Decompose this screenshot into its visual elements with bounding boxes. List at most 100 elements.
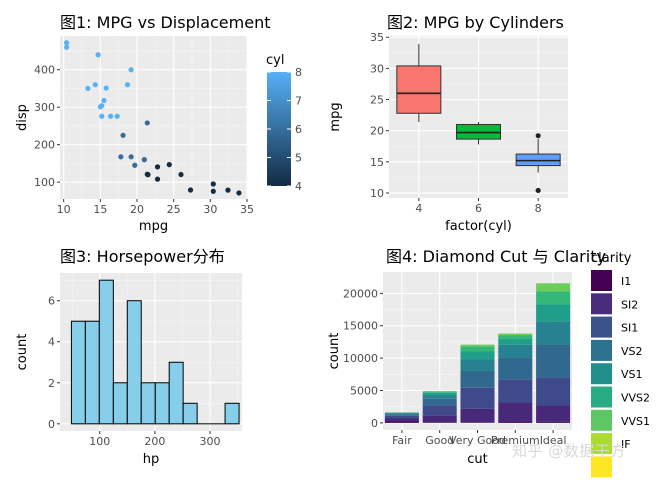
- chart4-y-tick-label: 5000: [350, 385, 378, 398]
- chart4-bar-segment: [384, 415, 419, 419]
- chart4-legend-key: [591, 293, 612, 315]
- chart3-x-tick-label: 100: [89, 435, 110, 448]
- chart1-x-tick-label: 25: [167, 203, 181, 216]
- chart2-outlier: [535, 188, 541, 194]
- chart4-x-tick-label: Fair: [392, 434, 412, 447]
- chart4-bar-segment: [536, 405, 571, 422]
- chart4-bar-segment: [498, 344, 533, 358]
- chart4-legend-label: SI1: [621, 322, 638, 335]
- chart2-y-tick-label: 30: [370, 62, 384, 75]
- chart4-legend-key: [591, 339, 612, 361]
- chart4-legend-label: IF: [621, 438, 631, 451]
- chart1-x-tick-label: 30: [203, 203, 217, 216]
- chart1-legend-label: 8: [295, 66, 302, 79]
- chart3-bar: [154, 382, 170, 425]
- chart4-x-axis-label: cut: [467, 452, 487, 467]
- chart3-title: 图3: Horsepower分布: [60, 247, 225, 266]
- chart4-bar-segment: [384, 421, 419, 423]
- chart2-y-axis-label: mpg: [328, 102, 343, 131]
- chart2-x-tick-label: 8: [535, 202, 542, 215]
- chart1-point: [97, 104, 103, 110]
- chart4-legend-key: [591, 270, 612, 291]
- chart3-bar: [224, 402, 240, 425]
- chart1-y-axis-label: disp: [15, 104, 30, 131]
- chart4-bar-segment: [384, 414, 419, 416]
- chart4-legend-label: I1: [621, 275, 631, 288]
- chart4-bar-segment: [498, 339, 533, 345]
- chart4-bar-segment: [460, 346, 495, 352]
- chart4-legend-label: VS1: [621, 368, 643, 381]
- chart1-x-tick-label: 10: [57, 203, 71, 216]
- chart4-bar-segment: [498, 421, 533, 423]
- chart1-point: [95, 52, 101, 58]
- chart4-x-tick-label: Good: [425, 434, 454, 447]
- chart3-bar: [112, 382, 128, 425]
- chart2-y-tick-label: 20: [370, 125, 384, 138]
- chart1-x-axis-label: mpg: [139, 219, 168, 234]
- chart4-bar-segment: [536, 283, 571, 292]
- chart3-bar: [84, 320, 100, 425]
- chart3-y-tick-label: 0: [48, 418, 55, 431]
- chart4-legend-label: SI2: [621, 298, 638, 311]
- chart2-box: [396, 65, 442, 114]
- chart1-y-tick-label: 400: [34, 64, 55, 77]
- chart4-bar-segment: [460, 408, 495, 423]
- chart3-y-axis-label: count: [15, 334, 30, 371]
- chart1-point: [124, 82, 131, 88]
- chart4-bar-segment: [460, 422, 495, 423]
- chart1-point: [99, 113, 105, 119]
- chart1-point: [132, 162, 138, 168]
- chart1-title: 图1: MPG vs Displacement: [60, 13, 270, 32]
- chart1-point: [141, 157, 147, 163]
- chart4-bar-segment: [460, 344, 495, 347]
- chart4-bar-segment: [422, 391, 457, 393]
- chart4-bar-segment: [422, 405, 457, 416]
- chart3-y-tick-label: 4: [48, 336, 55, 349]
- chart1-x-tick-label: 35: [240, 203, 254, 216]
- chart1-point: [92, 82, 98, 88]
- chart1-y-tick-label: 200: [34, 139, 55, 152]
- chart2-outlier: [535, 133, 541, 139]
- chart4-x-tick-label: Premium: [491, 434, 540, 447]
- chart1-point: [128, 67, 134, 73]
- chart4-x-tick-label: Ideal: [540, 434, 567, 447]
- chart4-bar-segment: [422, 422, 457, 423]
- chart1-legend-label: 6: [295, 123, 302, 136]
- chart3-x-tick-label: 200: [144, 435, 165, 448]
- chart1-legend-label: 5: [295, 152, 302, 165]
- chart4-legend-key: [591, 316, 612, 338]
- chart4-bar-segment: [422, 394, 457, 399]
- chart1-point: [154, 164, 161, 170]
- chart1-x-tick-label: 15: [93, 203, 107, 216]
- chart4-bar-segment: [422, 415, 457, 423]
- chart4-legend-title: clarity: [591, 251, 632, 266]
- watermark: 知乎 @数据干方: [512, 442, 626, 460]
- chart2-y-tick-label: 25: [370, 94, 384, 107]
- chart3-bar: [182, 402, 198, 425]
- chart4-bar-segment: [422, 398, 457, 406]
- chart1-point: [114, 113, 120, 119]
- chart4-legend-label: VVS2: [621, 392, 650, 405]
- chart1-legend-label: 4: [295, 180, 302, 193]
- chart1-point: [144, 120, 150, 126]
- chart4-bar-segment: [536, 421, 571, 423]
- chart4-title: 图4: Diamond Cut 与 Clarity: [386, 247, 606, 266]
- chart3-y-tick-label: 2: [48, 377, 55, 390]
- chart4-y-tick-label: 15000: [343, 320, 378, 333]
- chart4-legend-key: [591, 409, 612, 431]
- chart4-bar-segment: [498, 357, 533, 380]
- chart1-point: [85, 85, 91, 92]
- chart4-y-axis-label: count: [327, 333, 342, 370]
- chart4-legend-label: VS2: [621, 345, 643, 358]
- chart2-y-tick-label: 10: [370, 187, 384, 200]
- chart4-y-tick-label: 0: [371, 417, 378, 430]
- chart1-x-tick-label: 20: [130, 203, 144, 216]
- chart4-x-tick-label: Very Good: [449, 434, 506, 447]
- chart3-bar: [70, 320, 86, 425]
- chart4-bar-segment: [498, 333, 533, 336]
- chart4-bar-segment: [498, 335, 533, 340]
- chart4-bar-segment: [536, 321, 571, 345]
- chart1-point: [128, 154, 134, 160]
- chart4-legend-key: [591, 386, 612, 408]
- chart2-x-tick-label: 4: [415, 202, 422, 215]
